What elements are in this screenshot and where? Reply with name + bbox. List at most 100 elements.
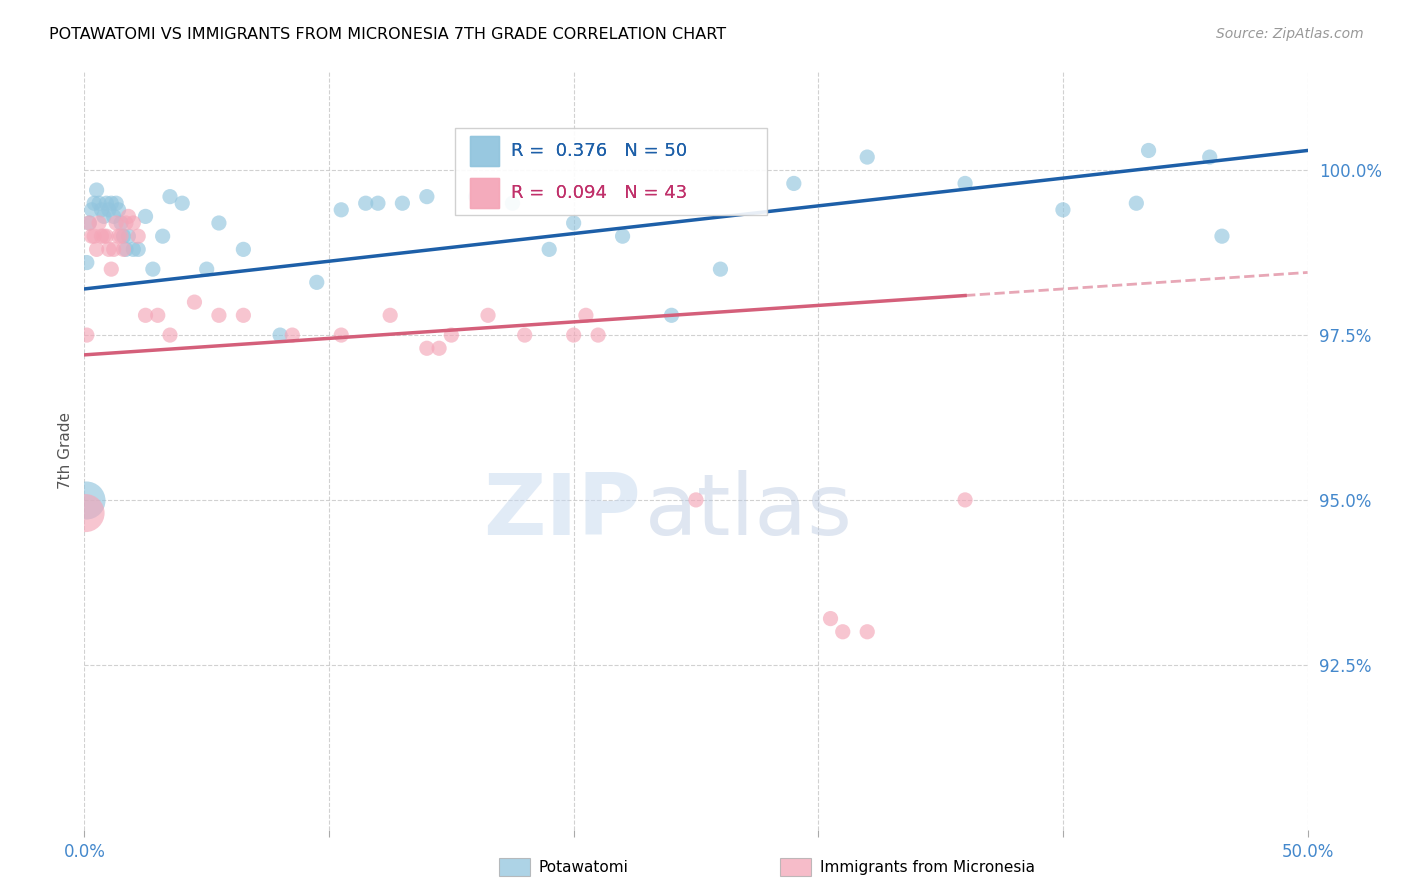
Y-axis label: 7th Grade: 7th Grade <box>58 412 73 489</box>
Point <box>562 328 585 343</box>
Point <box>1052 202 1074 217</box>
Point <box>142 262 165 277</box>
Point <box>232 308 254 322</box>
Point <box>152 229 174 244</box>
Point <box>75 506 97 520</box>
Point <box>86 183 108 197</box>
Point <box>96 196 118 211</box>
Point <box>107 202 129 217</box>
Point <box>367 196 389 211</box>
Point <box>232 243 254 257</box>
Point <box>80 229 103 244</box>
Point <box>513 328 536 343</box>
Point <box>122 216 145 230</box>
Point <box>538 243 561 257</box>
Point <box>159 328 181 343</box>
Point <box>820 611 842 625</box>
Bar <box>456 128 766 216</box>
Point <box>195 262 218 277</box>
Point <box>107 229 129 244</box>
Point <box>97 243 120 257</box>
Point <box>90 229 112 244</box>
Point <box>110 216 132 230</box>
Point <box>427 341 450 355</box>
Point <box>269 328 291 343</box>
Point <box>208 216 231 230</box>
Point <box>103 210 125 224</box>
Point <box>330 328 353 343</box>
Bar <box>470 136 499 166</box>
Point <box>354 196 377 211</box>
Point <box>76 328 98 343</box>
Point <box>416 189 439 203</box>
Point <box>575 308 598 322</box>
Point <box>709 262 731 277</box>
Point <box>1211 229 1233 244</box>
Point <box>75 492 97 507</box>
Point <box>80 202 103 217</box>
Point <box>76 255 98 269</box>
Point <box>831 624 853 639</box>
Point <box>135 210 157 224</box>
Point <box>1125 196 1147 211</box>
Point <box>330 202 353 217</box>
Point <box>117 229 139 244</box>
Point <box>115 216 138 230</box>
Text: POTAWATOMI VS IMMIGRANTS FROM MICRONESIA 7TH GRADE CORRELATION CHART: POTAWATOMI VS IMMIGRANTS FROM MICRONESIA… <box>49 27 727 42</box>
Text: Source: ZipAtlas.com: Source: ZipAtlas.com <box>1216 27 1364 41</box>
Point <box>856 624 879 639</box>
Point <box>122 243 145 257</box>
Point <box>87 196 110 211</box>
Point <box>100 262 122 277</box>
Text: R =  0.094   N = 43: R = 0.094 N = 43 <box>512 184 688 202</box>
Text: ZIP: ZIP <box>484 469 641 553</box>
Point <box>146 308 169 322</box>
Point <box>856 150 879 164</box>
Point <box>100 196 122 211</box>
Point <box>502 196 524 211</box>
Point <box>83 229 105 244</box>
Point <box>135 308 157 322</box>
Point <box>117 210 139 224</box>
Point <box>477 308 499 322</box>
Point <box>90 202 112 217</box>
Point <box>112 229 135 244</box>
Point <box>281 328 304 343</box>
Point <box>97 202 120 217</box>
Point <box>953 492 976 507</box>
Point <box>208 308 231 322</box>
Text: R =  0.376   N = 50: R = 0.376 N = 50 <box>512 142 688 160</box>
Bar <box>470 136 499 166</box>
Point <box>159 189 181 203</box>
Bar <box>470 178 499 208</box>
Point <box>110 229 132 244</box>
Point <box>953 177 976 191</box>
Bar <box>470 178 499 208</box>
Text: Immigrants from Micronesia: Immigrants from Micronesia <box>820 860 1035 874</box>
Text: R =  0.094   N = 43: R = 0.094 N = 43 <box>512 184 688 202</box>
Point <box>440 328 463 343</box>
Point <box>105 216 128 230</box>
Point <box>305 276 328 290</box>
Point <box>661 308 683 322</box>
Point <box>77 216 100 230</box>
Point <box>105 196 128 211</box>
Point <box>83 196 105 211</box>
Point <box>1198 150 1220 164</box>
Point <box>77 216 100 230</box>
Point <box>464 189 486 203</box>
Point <box>1137 144 1160 158</box>
Point <box>183 295 205 310</box>
Point <box>103 243 125 257</box>
Point <box>127 243 149 257</box>
Point <box>86 243 108 257</box>
Point <box>612 229 634 244</box>
Point <box>112 243 135 257</box>
Point <box>127 229 149 244</box>
Point <box>685 492 707 507</box>
Point <box>87 216 110 230</box>
Point <box>416 341 439 355</box>
Point <box>380 308 402 322</box>
Point <box>172 196 194 211</box>
Text: R =  0.376   N = 50: R = 0.376 N = 50 <box>512 142 688 160</box>
